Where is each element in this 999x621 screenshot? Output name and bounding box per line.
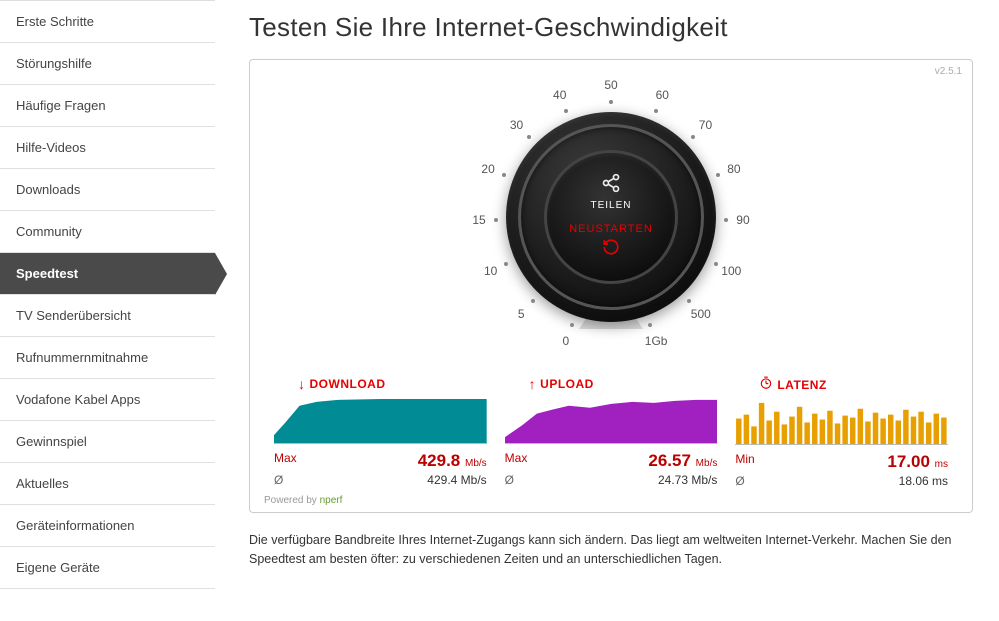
gauge-tick-dot [494,218,498,222]
sidebar-item-vodafone-kabel-apps[interactable]: Vodafone Kabel Apps [0,379,215,421]
gauge-tick-label: 50 [604,78,617,92]
upload-result: ↑ UPLOAD Max 26.57 Mb/s Ø 24.73 Mb/s [505,376,718,489]
results-row: ↓ DOWNLOAD Max 429.8 Mb/s Ø 429.4 Mb/s [264,372,958,491]
gauge-tick-dot [714,262,718,266]
gauge-center: TEILEN NEUSTARTEN [547,153,675,281]
gauge-tick-label: 80 [727,162,740,176]
speedtest-widget: v2.5.1 TEILEN NEUSTARTEN [249,59,973,513]
sidebar-item-rufnummernmitnahme[interactable]: Rufnummernmitnahme [0,337,215,379]
download-chart [274,396,487,444]
restart-label[interactable]: NEUSTARTEN [569,223,653,235]
restart-icon[interactable] [602,238,620,261]
sidebar-item-erste-schritte[interactable]: Erste Schritte [0,1,215,43]
version-label: v2.5.1 [935,66,962,77]
latency-min-value: 17.00 ms [887,452,948,472]
gauge-tick-dot [504,262,508,266]
sidebar-item-tv-sender-bersicht[interactable]: TV Senderübersicht [0,295,215,337]
gauge-tick-label: 70 [699,118,712,132]
gauge-tick-dot [570,323,574,327]
gauge-tick-dot [502,173,506,177]
download-arrow-icon: ↓ [298,376,306,392]
main-content: Testen Sie Ihre Internet-Geschwindigkeit… [215,0,999,621]
gauge-tick-dot [531,299,535,303]
gauge-tick-dot [564,109,568,113]
gauge-tick-dot [527,135,531,139]
latency-clock-icon [759,376,773,393]
latency-avg-label: Ø [735,474,744,488]
download-max-label: Max [274,451,297,471]
gauge-tick-dot [687,299,691,303]
gauge-tick-label: 10 [484,264,497,278]
gauge-tick-label: 100 [721,264,741,278]
gauge-tick-label: 20 [481,162,494,176]
latency-title: LATENZ [777,378,826,392]
upload-max-value: 26.57 Mb/s [648,451,717,471]
sidebar-item-h-ufige-fragen[interactable]: Häufige Fragen [0,85,215,127]
latency-result: LATENZ Min 17.00 ms Ø 18.06 ms [735,376,948,489]
gauge-tick-dot [648,323,652,327]
sidebar-item-speedtest[interactable]: Speedtest [0,253,215,295]
share-label[interactable]: TEILEN [590,200,631,211]
download-title: DOWNLOAD [310,377,386,391]
gauge-tick-label: 5 [518,307,525,321]
upload-max-label: Max [505,451,528,471]
gauge-tick-dot [716,173,720,177]
latency-min-label: Min [735,452,754,472]
gauge-tick-label: 0 [563,334,570,348]
sidebar: Erste SchritteStörungshilfeHäufige Frage… [0,0,215,621]
gauge-tick-dot [609,100,613,104]
gauge-tick-label: 500 [691,307,711,321]
speed-gauge: TEILEN NEUSTARTEN 0 5 10 15 20 30 40 50 60 70 80 90… [431,72,791,362]
gauge-tick-dot [724,218,728,222]
gauge-tick-dot [654,109,658,113]
upload-chart [505,396,718,444]
gauge-tick-label: 40 [553,88,566,102]
upload-arrow-icon: ↑ [529,376,537,392]
gauge-tick-label: 15 [472,213,485,227]
download-avg-label: Ø [274,473,283,487]
gauge-tick-label: 60 [656,88,669,102]
sidebar-item-community[interactable]: Community [0,211,215,253]
sidebar-item-eigene-ger-te[interactable]: Eigene Geräte [0,547,215,589]
sidebar-item-gewinnspiel[interactable]: Gewinnspiel [0,421,215,463]
gauge-tick-dot [691,135,695,139]
download-avg-value: 429.4 Mb/s [427,473,486,487]
gauge-tick-label: 90 [736,213,749,227]
share-icon[interactable] [601,173,621,198]
disclaimer-text: Die verfügbare Bandbreite Ihres Internet… [249,531,973,569]
download-result: ↓ DOWNLOAD Max 429.8 Mb/s Ø 429.4 Mb/s [274,376,487,489]
sidebar-item-aktuelles[interactable]: Aktuelles [0,463,215,505]
gauge-tick-label: 30 [510,118,523,132]
sidebar-item-downloads[interactable]: Downloads [0,169,215,211]
powered-by: Powered by nperf [264,491,958,506]
latency-chart [735,397,948,445]
upload-avg-value: 24.73 Mb/s [658,473,717,487]
sidebar-item-st-rungshilfe[interactable]: Störungshilfe [0,43,215,85]
gauge-tick-label: 1Gb [645,334,668,348]
download-max-value: 429.8 Mb/s [418,451,487,471]
latency-avg-value: 18.06 ms [899,474,948,488]
page-title: Testen Sie Ihre Internet-Geschwindigkeit [249,12,973,43]
sidebar-item-ger-teinformationen[interactable]: Geräteinformationen [0,505,215,547]
upload-title: UPLOAD [540,377,594,391]
sidebar-item-hilfe-videos[interactable]: Hilfe-Videos [0,127,215,169]
upload-avg-label: Ø [505,473,514,487]
